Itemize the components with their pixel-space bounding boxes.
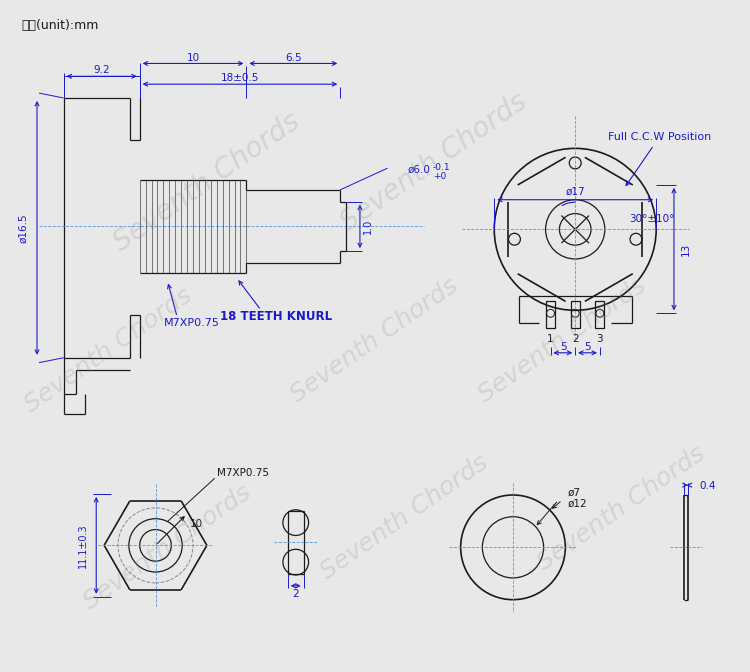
Text: ø17: ø17 (566, 187, 585, 197)
Text: Full C.C.W Position: Full C.C.W Position (608, 132, 711, 185)
Text: Seventh Chords: Seventh Chords (533, 441, 710, 575)
Text: 单位(unit):mm: 单位(unit):mm (21, 19, 98, 32)
Text: 5: 5 (584, 342, 590, 352)
Text: +0: +0 (433, 171, 446, 181)
Text: 6.5: 6.5 (285, 52, 302, 62)
Text: 9.2: 9.2 (94, 65, 110, 75)
Text: Seventh Chords: Seventh Chords (80, 480, 256, 614)
Text: 30°±10°: 30°±10° (629, 214, 675, 224)
Text: Seventh Chords: Seventh Chords (20, 283, 196, 417)
Text: 3: 3 (596, 334, 603, 344)
Text: 10: 10 (187, 52, 200, 62)
Text: Seventh Chords: Seventh Chords (474, 273, 650, 407)
Text: 18 TEETH KNURL: 18 TEETH KNURL (220, 310, 332, 323)
Text: 2: 2 (292, 589, 299, 599)
Text: 5: 5 (560, 342, 567, 352)
Text: Seventh Chords: Seventh Chords (109, 107, 305, 257)
Text: 1: 1 (548, 334, 554, 344)
Text: ø16.5: ø16.5 (18, 213, 28, 243)
Text: 18±0.5: 18±0.5 (220, 73, 260, 83)
Text: 1.0: 1.0 (363, 219, 373, 234)
Text: 13: 13 (681, 243, 691, 256)
Text: Seventh Chords: Seventh Chords (335, 87, 532, 237)
Text: ø6.0: ø6.0 (407, 165, 430, 175)
Text: ø7: ø7 (567, 488, 580, 498)
Text: 10: 10 (190, 519, 203, 529)
Text: 0.4: 0.4 (700, 481, 716, 491)
Text: 2: 2 (572, 334, 578, 344)
Text: M7XP0.75: M7XP0.75 (217, 468, 268, 478)
Text: 11.1±0.3: 11.1±0.3 (79, 523, 88, 568)
Text: M7XP0.75: M7XP0.75 (164, 318, 220, 328)
Text: Seventh Chords: Seventh Chords (316, 451, 493, 585)
Text: -0.1: -0.1 (433, 163, 451, 171)
Text: Seventh Chords: Seventh Chords (286, 273, 463, 407)
Text: ø12: ø12 (567, 499, 587, 509)
